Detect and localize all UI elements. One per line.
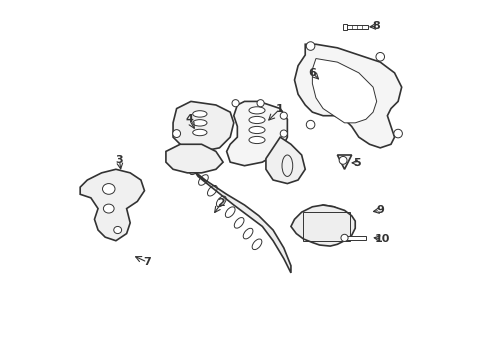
Text: 10: 10 xyxy=(374,234,389,244)
Polygon shape xyxy=(226,102,287,166)
Polygon shape xyxy=(315,205,351,223)
Text: 8: 8 xyxy=(372,21,380,31)
Text: 6: 6 xyxy=(308,68,316,78)
Ellipse shape xyxy=(102,184,115,194)
Text: 3: 3 xyxy=(116,156,123,165)
Polygon shape xyxy=(337,155,351,169)
Ellipse shape xyxy=(114,226,122,234)
Text: 9: 9 xyxy=(376,205,384,215)
Circle shape xyxy=(305,120,314,129)
Ellipse shape xyxy=(172,130,180,138)
Ellipse shape xyxy=(192,129,206,136)
Circle shape xyxy=(257,100,264,107)
Ellipse shape xyxy=(248,136,264,144)
Polygon shape xyxy=(312,59,376,123)
Text: 7: 7 xyxy=(143,257,151,267)
Circle shape xyxy=(115,177,127,190)
Circle shape xyxy=(375,53,384,61)
Polygon shape xyxy=(180,155,290,273)
Bar xyxy=(344,24,367,29)
Ellipse shape xyxy=(192,111,206,117)
Circle shape xyxy=(305,42,314,50)
Polygon shape xyxy=(165,144,223,173)
Ellipse shape xyxy=(248,116,264,123)
Ellipse shape xyxy=(103,204,114,213)
Polygon shape xyxy=(265,137,305,184)
Circle shape xyxy=(393,129,402,138)
Circle shape xyxy=(280,130,287,137)
Circle shape xyxy=(280,112,287,119)
Ellipse shape xyxy=(248,126,264,134)
Text: 2: 2 xyxy=(217,198,224,208)
Text: 4: 4 xyxy=(185,114,193,124)
Polygon shape xyxy=(173,102,233,152)
Polygon shape xyxy=(290,205,354,246)
Circle shape xyxy=(340,234,347,242)
Ellipse shape xyxy=(192,120,206,126)
Text: 5: 5 xyxy=(352,158,360,168)
Bar xyxy=(342,23,346,30)
Ellipse shape xyxy=(339,157,346,164)
Bar xyxy=(303,212,349,241)
Text: 1: 1 xyxy=(275,104,283,114)
Circle shape xyxy=(118,180,124,187)
Bar xyxy=(344,236,365,240)
Polygon shape xyxy=(294,44,401,148)
Polygon shape xyxy=(115,178,127,189)
Ellipse shape xyxy=(248,107,264,114)
Polygon shape xyxy=(80,169,144,241)
Circle shape xyxy=(231,100,239,107)
